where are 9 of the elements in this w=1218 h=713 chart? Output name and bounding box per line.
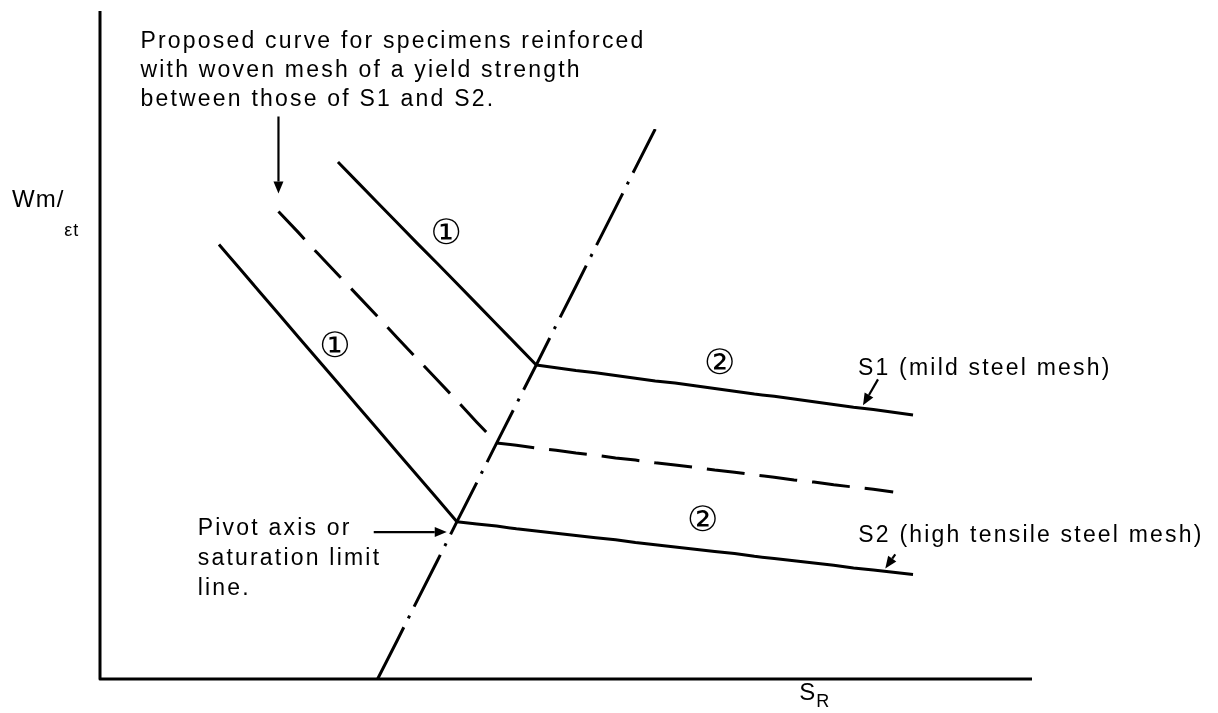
annotation: Pivot axis or saturation limit line. xyxy=(197,514,382,601)
series-label: S2 (high tensile steel mesh) xyxy=(858,521,1204,548)
series-label: S1 (mild steel mesh) xyxy=(857,354,1112,381)
annotation: ① xyxy=(430,212,462,253)
annotation: ② xyxy=(687,499,719,540)
y-axis-title: Wm/εt xyxy=(12,185,80,240)
annotation: ② xyxy=(704,342,736,383)
annotation: ① xyxy=(319,324,351,365)
text: Proposed curve for specimens reinforced with woven mesh of a yield strength between those of S1 and S2. xyxy=(139,27,646,112)
